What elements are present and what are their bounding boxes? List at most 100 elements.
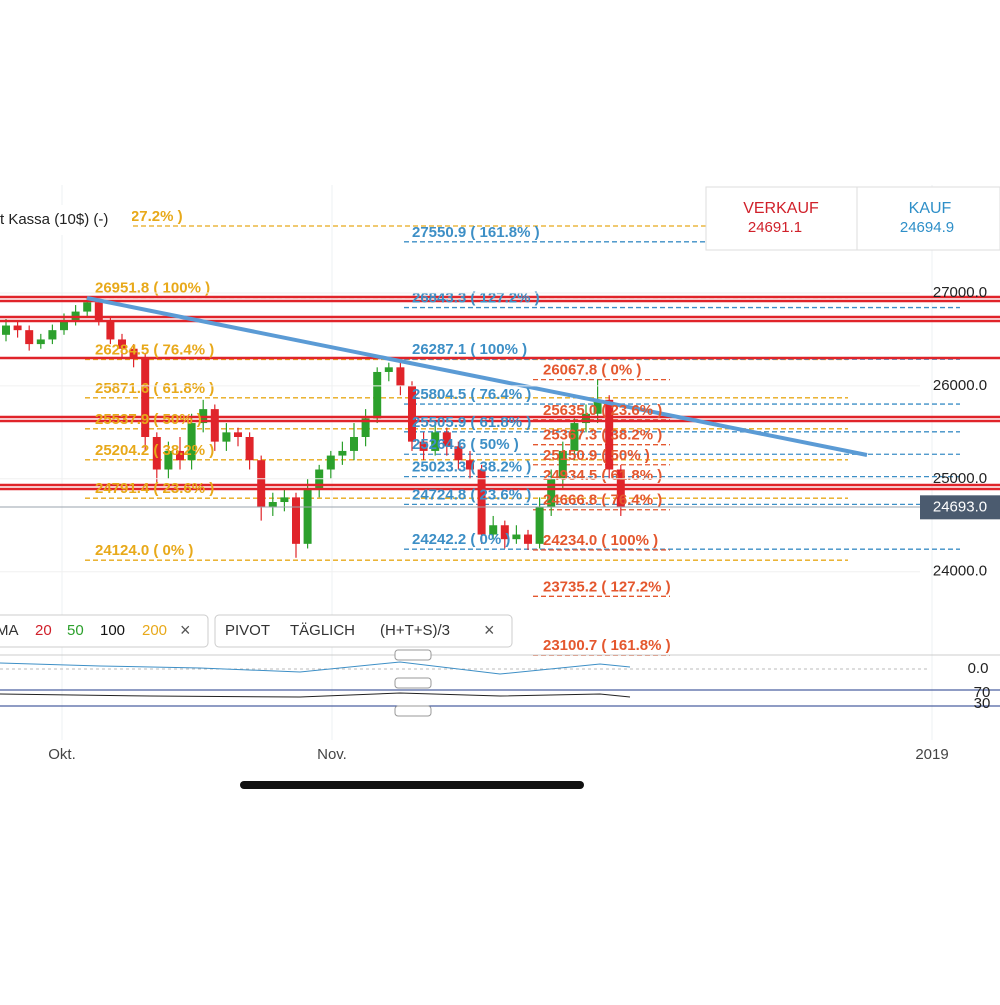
candle-body	[373, 371, 382, 419]
fib-label: 25023.3 ( 38.2% )	[412, 459, 531, 476]
buy-label: KAUF	[909, 200, 952, 217]
candle-body	[245, 436, 254, 461]
candle-body	[500, 525, 509, 540]
candle-body	[350, 436, 358, 451]
candle-body	[164, 450, 173, 470]
fib-label: 24124.0 ( 0% )	[95, 542, 193, 559]
fib-label: 26287.1 ( 100% )	[412, 341, 527, 358]
candle-body	[558, 450, 567, 479]
fib-label: 26843.3 ( 127.2% )	[412, 290, 540, 307]
sell-label: VERKAUF	[743, 200, 819, 217]
pivot-formula: (H+T+S)/3	[380, 622, 450, 639]
ma-20: 20	[35, 622, 52, 639]
fib-label: 26951.8 ( 100% )	[95, 279, 210, 296]
candle-body	[210, 409, 219, 442]
price-axis: 27000.0 26000.0 25000.0 24000.0 24693.0	[0, 284, 1000, 580]
candle-body	[570, 423, 579, 451]
sell-box[interactable]	[705, 186, 858, 251]
x-label: Okt.	[48, 746, 76, 763]
fib-label: 25505.9 ( 61.8% )	[412, 414, 531, 431]
fib-label: 25264.6 ( 50% )	[412, 436, 519, 453]
candle-body	[466, 460, 474, 470]
candle-body	[419, 441, 428, 451]
trendline	[86, 296, 868, 457]
home-indicator	[240, 781, 584, 789]
pivot-period: TÄGLICH	[290, 622, 355, 639]
candle-body	[442, 432, 451, 447]
close-button[interactable]: ×	[484, 620, 495, 640]
ma-200: 200	[142, 622, 167, 639]
candle-body	[2, 325, 10, 335]
chart-bg	[0, 185, 1000, 800]
candle-body	[234, 432, 242, 437]
candle-body	[454, 446, 463, 461]
fib-label: 25537.9 ( 50% )	[95, 411, 202, 428]
ma-legend[interactable]	[0, 614, 209, 648]
panel-handle[interactable]	[394, 677, 432, 689]
candle-body	[512, 534, 521, 540]
fib-label: 23735.2 ( 127.2% )	[543, 578, 671, 595]
candle-body	[489, 525, 498, 535]
candle-body	[152, 436, 161, 470]
panel-handle[interactable]	[394, 649, 432, 661]
y-tick-label: 27000.0	[933, 284, 987, 301]
fib-label: 24666.8 ( 76.4% )	[543, 492, 662, 509]
y-tick-label: 24000.0	[933, 563, 987, 580]
fib-label: 25871.6 ( 61.8% )	[95, 380, 214, 397]
candle-body	[605, 399, 614, 470]
candle-body	[535, 506, 544, 544]
resistance-lines	[0, 295, 1000, 491]
candles	[2, 297, 625, 558]
candle-body	[187, 423, 196, 461]
pivot-legend[interactable]	[214, 614, 513, 648]
candle-body	[13, 325, 22, 331]
candle-body	[408, 385, 416, 442]
panel-handle[interactable]	[394, 705, 432, 717]
fib-label: 23100.7 ( 161.8% )	[543, 637, 671, 654]
candle-body	[396, 367, 405, 386]
candle-body	[547, 478, 556, 507]
fib-label: 24242.2 ( 0% )	[412, 531, 510, 548]
rsi-line	[0, 692, 631, 698]
buy-price: 24694.9	[900, 219, 954, 236]
current-price-tag	[920, 495, 1000, 520]
candle-body	[222, 432, 231, 442]
y-tick-label: 25000.0	[933, 470, 987, 487]
fib-label: 25635.0 ( 23.6% )	[543, 402, 662, 419]
fib-label: 27550.9 ( 161.8% )	[412, 224, 540, 241]
candle-body	[593, 399, 602, 414]
macd-label: 0.0	[968, 660, 989, 677]
macd-line	[0, 661, 631, 675]
rsi-label: 30	[974, 695, 991, 712]
fib-label: 24724.8 ( 23.6% )	[412, 486, 531, 503]
candle-body	[60, 320, 68, 331]
candle-body	[36, 339, 45, 345]
candle-body	[303, 488, 312, 544]
candle-body	[25, 330, 34, 345]
candle-body	[83, 302, 92, 312]
candle-body	[280, 497, 289, 503]
x-label: 2019	[915, 746, 948, 763]
candle-body	[292, 497, 300, 544]
fib-label: 24934.5 ( 61.8% )	[543, 467, 662, 484]
candle-body	[326, 455, 335, 470]
close-button[interactable]: ×	[180, 620, 191, 640]
candle-body	[129, 348, 138, 359]
rsi-label: 70	[974, 684, 991, 701]
fib-label: 26284.5 ( 76.4% )	[95, 341, 214, 358]
buy-box[interactable]	[856, 186, 1000, 251]
title-bg	[0, 205, 132, 235]
candle-body	[257, 460, 266, 507]
sell-price: 24691.1	[748, 219, 802, 236]
candle-body	[582, 413, 590, 424]
candle-body	[48, 330, 57, 340]
candle-body	[338, 450, 347, 456]
fib-label: 25204.2 ( 38.2% )	[95, 442, 214, 459]
ma-50: 50	[67, 622, 84, 639]
fib-label: 26067.8 ( 0% )	[543, 362, 641, 379]
candle-body	[384, 367, 393, 372]
candle-body	[94, 302, 103, 321]
fib-label: 25367.3 ( 38.2% )	[543, 427, 662, 444]
candle-body	[477, 469, 486, 535]
